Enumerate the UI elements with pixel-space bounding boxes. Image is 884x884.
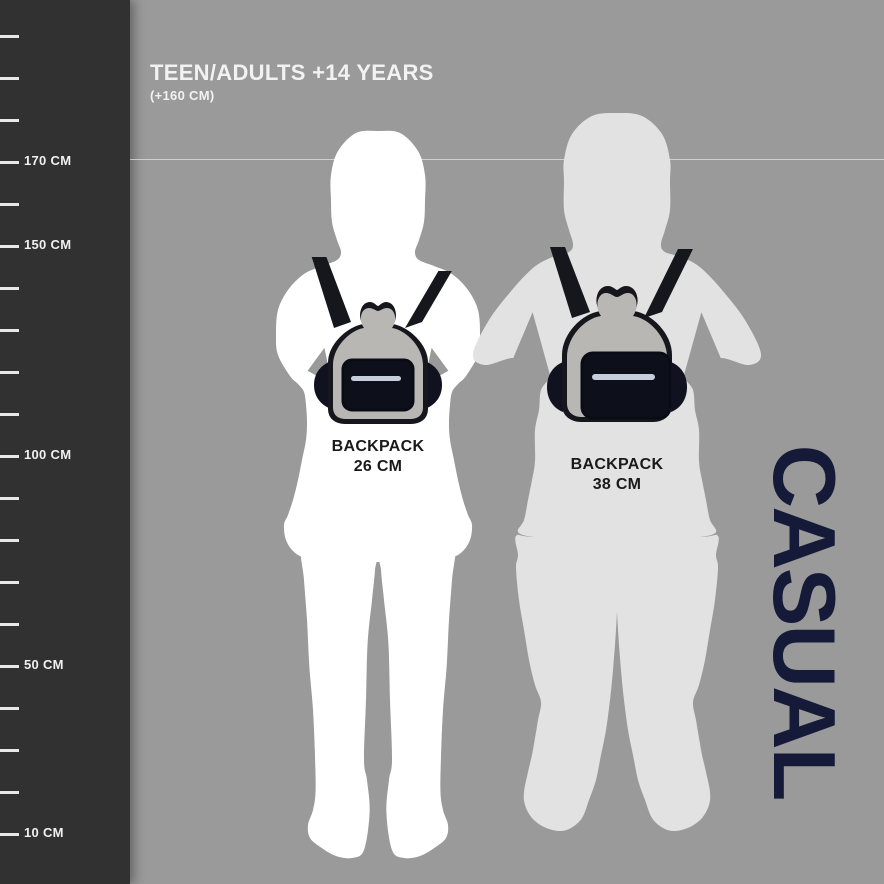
svg-text:38 CM: 38 CM xyxy=(593,476,642,493)
svg-text:26 CM: 26 CM xyxy=(354,458,403,475)
svg-text:BACKPACK: BACKPACK xyxy=(571,456,664,473)
svg-text:BACKPACK: BACKPACK xyxy=(332,438,425,455)
